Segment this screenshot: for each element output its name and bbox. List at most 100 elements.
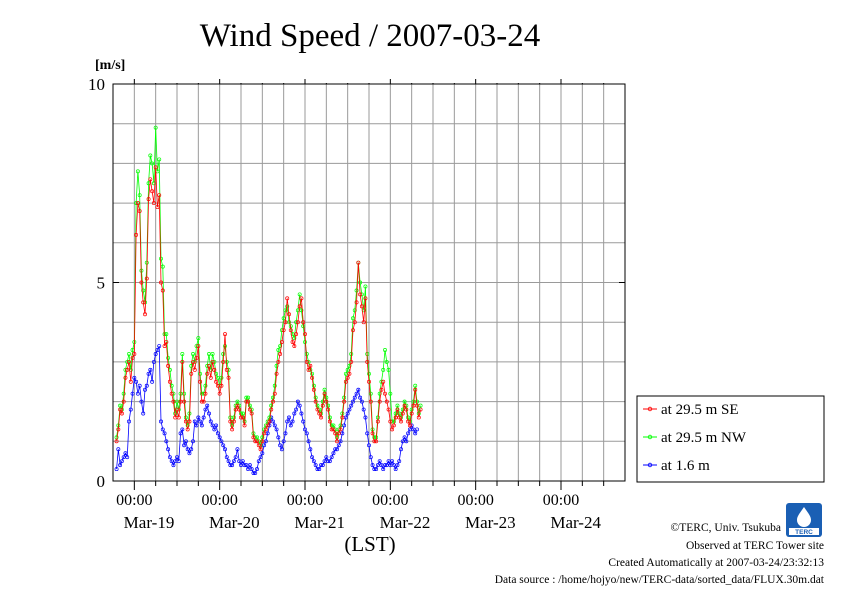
data-point: [331, 451, 336, 456]
data-point: [166, 355, 171, 360]
data-point: [176, 415, 181, 420]
data-point: [160, 264, 165, 269]
x-tick-label-date: Mar-21: [294, 513, 345, 532]
data-point: [167, 379, 172, 384]
terc-logo-icon: TERC: [786, 503, 822, 537]
data-point: [313, 463, 318, 468]
data-point: [244, 395, 249, 400]
data-point: [335, 439, 339, 444]
y-tick-label: 0: [97, 472, 106, 491]
data-point: [183, 419, 188, 424]
data-point: [384, 399, 389, 404]
data-point: [146, 197, 151, 202]
x-axis-ticks: 00:00 00:00 00:00 00:00 00:00 00:00 Mar-19 Mar-…: [116, 79, 605, 532]
x-tick-label-time: 00:00: [116, 492, 152, 509]
data-point: [351, 328, 355, 333]
data-point: [121, 455, 126, 460]
data-point: [272, 391, 277, 396]
x-tick-label-date: Mar-20: [209, 513, 260, 532]
data-point: [271, 395, 275, 400]
data-point: [278, 443, 283, 448]
data-point: [310, 375, 315, 380]
data-point: [399, 447, 403, 452]
data-point: [349, 403, 354, 408]
data-point: [135, 169, 140, 174]
x-tick-label-date: Mar-22: [380, 513, 431, 532]
data-point: [393, 467, 398, 472]
data-point: [272, 383, 277, 388]
data-point: [160, 288, 165, 293]
data-point: [192, 367, 197, 372]
data-point: [292, 411, 297, 416]
data-point: [349, 359, 354, 364]
data-point: [402, 403, 407, 408]
data-point: [123, 375, 128, 380]
data-point: [256, 443, 261, 448]
data-point: [246, 399, 251, 404]
data-point: [368, 399, 373, 404]
data-point: [333, 431, 338, 436]
data-point: [237, 407, 242, 412]
data-point: [203, 391, 208, 396]
data-point: [409, 407, 414, 412]
data-point: [208, 375, 213, 380]
data-point: [240, 459, 245, 464]
data-point: [185, 427, 190, 432]
data-point: [201, 399, 206, 404]
data-point: [143, 387, 147, 392]
data-point: [406, 419, 411, 424]
data-point: [173, 459, 178, 464]
data-point: [381, 467, 386, 472]
data-point: [166, 363, 171, 368]
x-tick-label-time: 00:00: [543, 492, 579, 509]
data-point: [272, 423, 277, 428]
data-point: [148, 177, 153, 182]
data-point: [285, 419, 290, 424]
data-point: [315, 467, 320, 472]
data-point: [134, 379, 139, 384]
data-point: [155, 205, 160, 210]
data-point: [285, 304, 290, 309]
data-point: [281, 316, 286, 321]
x-tick-label-time: 00:00: [457, 492, 493, 509]
data-point: [164, 332, 169, 337]
data-point: [358, 395, 363, 400]
data-point: [249, 467, 254, 472]
data-point: [135, 201, 140, 206]
data-point: [388, 419, 393, 424]
data-point: [320, 403, 325, 408]
data-point: [207, 363, 211, 368]
data-point: [274, 363, 279, 368]
data-point: [265, 431, 270, 436]
logo-text: TERC: [795, 529, 813, 536]
data-point: [322, 387, 327, 392]
data-point: [160, 427, 165, 432]
data-point: [304, 431, 309, 436]
data-point: [351, 316, 355, 321]
x-tick-label-time: 00:00: [201, 492, 237, 509]
data-point: [223, 332, 227, 337]
data-point: [203, 383, 208, 388]
data-point: [171, 463, 176, 468]
data-point: [400, 411, 405, 416]
data-point: [381, 379, 386, 384]
data-point: [374, 467, 379, 472]
data-point: [406, 431, 411, 436]
data-point: [383, 348, 387, 352]
data-point: [127, 359, 131, 364]
data-point: [240, 415, 245, 420]
data-point: [260, 435, 265, 440]
data-point: [214, 379, 219, 384]
data-point: [260, 439, 265, 444]
data-point: [395, 463, 400, 468]
data-point: [194, 355, 199, 360]
data-point: [324, 399, 329, 404]
data-point: [192, 419, 197, 424]
data-point: [226, 459, 231, 464]
data-point: [409, 411, 414, 416]
footer-source: Data source : /home/hojyo/new/TERC-data/…: [495, 574, 825, 586]
data-point: [203, 407, 208, 412]
legend: at 29.5 m SE at 29.5 m NW at 1.6 m: [636, 395, 825, 483]
data-point: [159, 419, 163, 424]
data-point: [336, 443, 341, 448]
